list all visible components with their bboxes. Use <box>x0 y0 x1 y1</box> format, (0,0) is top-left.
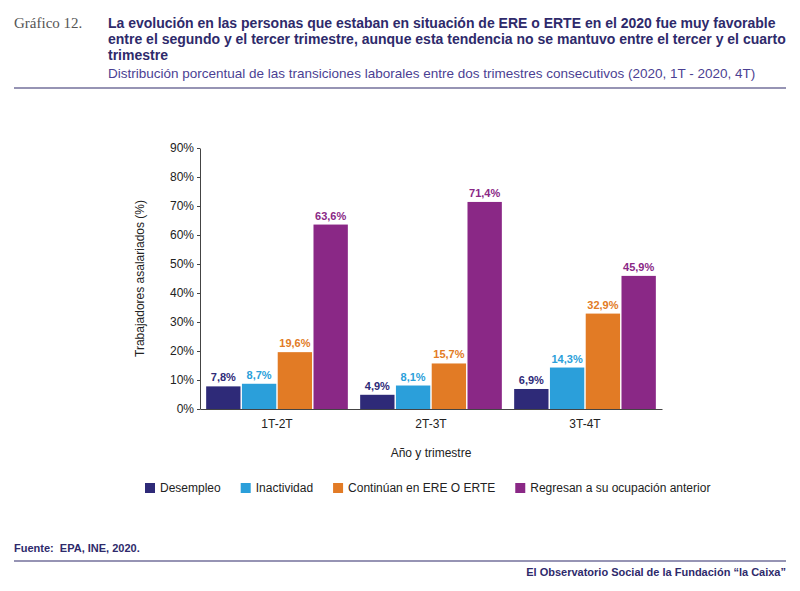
y-tick-label: 60% <box>170 228 194 242</box>
bar <box>586 314 620 409</box>
chart: Gráfico 12. La evolución en las personas … <box>0 0 800 591</box>
y-tick-label: 10% <box>170 373 194 387</box>
data-label: 7,8% <box>211 371 236 383</box>
data-label: 15,7% <box>433 348 464 360</box>
data-label: 8,1% <box>401 371 426 383</box>
data-label: 32,9% <box>587 299 618 311</box>
y-axis-line <box>200 149 201 410</box>
source: Fuente: EPA, INE, 2020. <box>14 542 140 554</box>
y-axis-title: Trabajadores asalariados (%) <box>133 200 147 357</box>
y-tick-mark <box>197 293 200 294</box>
legend-label: Inactividad <box>256 481 313 495</box>
legend-swatch <box>241 483 251 493</box>
y-tick: 40% <box>170 286 200 300</box>
bar <box>396 386 430 409</box>
y-tick: 70% <box>170 199 200 213</box>
legend-item: Regresan a su ocupación anterior <box>515 481 710 495</box>
x-axis: 1T-2T 2T-3T 3T-4T <box>201 409 663 431</box>
legend-item: Inactividad <box>241 481 313 495</box>
bar <box>313 225 347 409</box>
data-label: 4,9% <box>365 380 390 392</box>
data-labels: 7,8% 4,9% 6,9% 8,7% 8,1% 14,3% 19,6% 15,7% 32,9%… <box>211 187 655 392</box>
x-tick: 1T-2T <box>261 409 293 431</box>
subtitle: Distribución porcentual de las transicio… <box>108 66 755 81</box>
y-tick-mark <box>197 235 200 236</box>
y-tick-mark <box>197 206 200 207</box>
bar <box>360 395 394 409</box>
x-tick: 3T-4T <box>569 409 601 431</box>
header-rule <box>14 87 786 88</box>
y-tick-label: 20% <box>170 344 194 358</box>
y-tick: 60% <box>170 228 200 242</box>
data-label: 71,4% <box>469 187 500 199</box>
footer: El Observatorio Social de la Fundación “… <box>526 566 786 578</box>
bars <box>206 202 656 409</box>
legend-label: Regresan a su ocupación anterior <box>530 481 710 495</box>
y-tick-label: 30% <box>170 315 194 329</box>
x-tick: 2T-3T <box>415 409 447 431</box>
y-tick-mark <box>197 264 200 265</box>
y-tick: 80% <box>170 170 200 184</box>
bar <box>550 368 584 409</box>
legend-swatch <box>333 483 343 493</box>
y-tick: 0% <box>177 402 200 416</box>
y-tick-mark <box>197 351 200 352</box>
legend-label: Desempleo <box>160 481 221 495</box>
y-tick: 50% <box>170 257 200 271</box>
y-tick-mark <box>197 177 200 178</box>
y-tick-label: 80% <box>170 170 194 184</box>
bar <box>514 389 548 409</box>
data-label: 8,7% <box>247 369 272 381</box>
legend: Desempleo Inactividad Continúan en ERE O E… <box>145 481 710 495</box>
y-tick-mark <box>197 380 200 381</box>
footer-rule <box>14 560 786 561</box>
data-label: 63,6% <box>315 210 346 222</box>
y-tick-mark <box>197 148 200 149</box>
x-tick-label: 2T-3T <box>415 417 447 431</box>
data-label: 19,6% <box>279 337 310 349</box>
bar <box>206 386 240 409</box>
bar <box>242 384 276 409</box>
y-tick-label: 0% <box>177 402 195 416</box>
x-tick-label: 1T-2T <box>261 417 293 431</box>
bar <box>432 363 466 409</box>
y-tick-mark <box>197 409 200 410</box>
y-tick-label: 50% <box>170 257 194 271</box>
x-axis-title: Año y trimestre <box>391 446 472 460</box>
y-tick: 30% <box>170 315 200 329</box>
y-tick: 10% <box>170 373 200 387</box>
y-tick: 90% <box>170 141 200 155</box>
y-tick-mark <box>197 322 200 323</box>
bar <box>278 352 312 409</box>
data-label: 14,3% <box>552 353 583 365</box>
legend-item: Desempleo <box>145 481 221 495</box>
x-axis-line <box>201 409 663 410</box>
y-axis: 0% 10% 20% 30% 40% 50% 60% 70% 80% 90% <box>170 141 201 416</box>
bar <box>621 276 655 409</box>
title: La evolución en las personas que estaban… <box>108 15 786 63</box>
legend-swatch <box>145 483 155 493</box>
data-label: 45,9% <box>623 261 654 273</box>
y-tick: 20% <box>170 344 200 358</box>
legend-item: Continúan en ERE O ERTE <box>333 481 495 495</box>
legend-swatch <box>515 483 525 493</box>
figure-number: Gráfico 12. <box>14 15 82 31</box>
y-tick-label: 40% <box>170 286 194 300</box>
legend-label: Continúan en ERE O ERTE <box>348 481 495 495</box>
y-tick-label: 70% <box>170 199 194 213</box>
data-label: 6,9% <box>519 374 544 386</box>
x-tick-label: 3T-4T <box>569 417 601 431</box>
y-tick-label: 90% <box>170 141 194 155</box>
bar <box>467 202 501 409</box>
